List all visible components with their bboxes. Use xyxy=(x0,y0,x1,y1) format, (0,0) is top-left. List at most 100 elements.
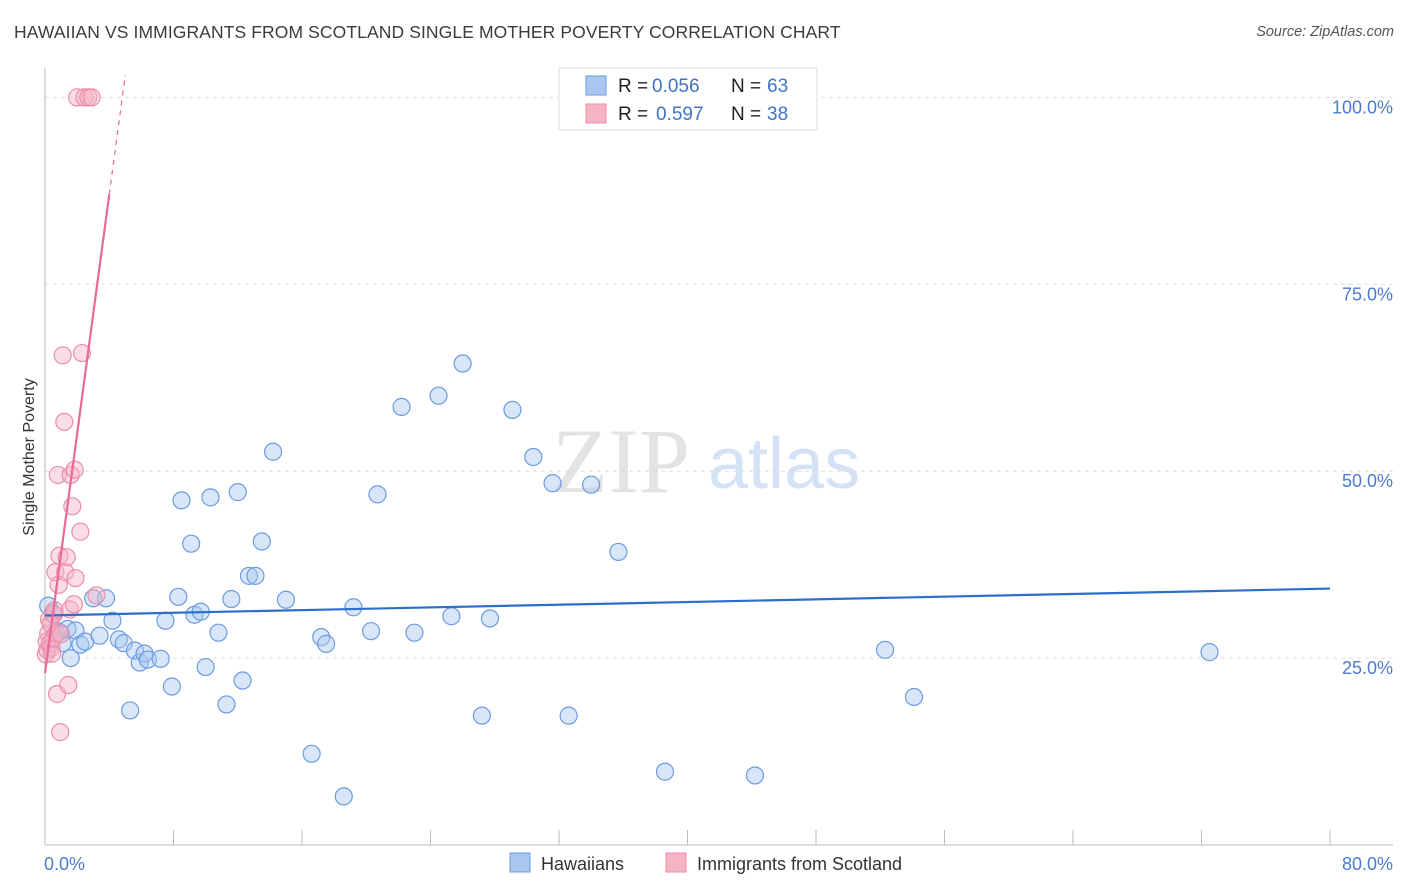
x-tick-label-0: 0.0% xyxy=(44,854,85,874)
scotland-trend-extension xyxy=(108,74,126,195)
source-label: Source: ZipAtlas.com xyxy=(1256,24,1394,40)
hawaiians-point-57 xyxy=(543,474,562,493)
watermark: ZIP atlas xyxy=(552,410,860,512)
hawaiians-point-20 xyxy=(138,650,157,669)
hawaiians-point-30 xyxy=(201,488,220,507)
hawaiians-point-31 xyxy=(209,623,228,642)
y-tick-label-2: 75.0% xyxy=(1342,284,1393,304)
hawaiians-point-22 xyxy=(156,611,175,630)
hawaiians-point-55 xyxy=(503,400,522,419)
scotland-points xyxy=(36,88,106,742)
hawaiians-point-59 xyxy=(582,475,601,494)
hawaiians-point-54 xyxy=(480,609,500,628)
x-tick-labels: 0.0% 80.0% xyxy=(44,854,1393,874)
gridlines xyxy=(45,96,1393,659)
hawaiians-point-29 xyxy=(196,657,215,677)
hawaiians-point-26 xyxy=(182,534,201,553)
hawaiians-point-24 xyxy=(169,587,188,606)
scotland-point-24 xyxy=(59,675,78,695)
hawaiians-point-35 xyxy=(233,671,252,690)
hawaiians-point-16 xyxy=(121,701,140,720)
scotland-point-33 xyxy=(72,343,92,363)
hawaiians-point-21 xyxy=(151,649,170,668)
hawaiians-point-8 xyxy=(71,635,90,654)
hawaiians-point-46 xyxy=(361,622,381,641)
hawaiians-point-11 xyxy=(90,626,109,645)
x-tick-label-1: 80.0% xyxy=(1342,854,1393,874)
watermark-atlas: atlas xyxy=(708,424,860,504)
hawaiians-point-34 xyxy=(228,483,247,502)
legend-r-label-2: R = xyxy=(618,104,648,125)
scotland-point-23 xyxy=(57,548,76,567)
chart-title: HAWAIIAN VS IMMIGRANTS FROM SCOTLAND SIN… xyxy=(14,22,841,42)
legend-r-value-2: 0.597 xyxy=(656,104,704,125)
series-legend: Hawaiians Immigrants from Scotland xyxy=(509,852,902,874)
stats-legend: R = 0.056 N = 63 R = 0.597 N = 38 xyxy=(558,67,818,131)
hawaiians-point-51 xyxy=(442,607,461,626)
hawaiians-point-37 xyxy=(246,566,265,585)
hawaiians-trend-line xyxy=(44,587,1331,617)
scotland-trend-line xyxy=(43,194,111,674)
hawaiians-point-32 xyxy=(217,695,236,714)
hawaiians-point-38 xyxy=(252,532,271,551)
hawaiians-point-65 xyxy=(1200,643,1219,662)
hawaiians-point-63 xyxy=(875,640,895,659)
hawaiians-point-56 xyxy=(524,447,543,467)
scotland-point-36 xyxy=(82,88,101,107)
hawaiians-point-36 xyxy=(239,566,259,585)
hawaiians-point-50 xyxy=(429,386,448,405)
y-tick-label-1: 50.0% xyxy=(1342,471,1393,491)
hawaiians-point-48 xyxy=(392,397,411,416)
y-axis-title: Single Mother Poverty xyxy=(21,378,38,535)
y-tick-label-0: 25.0% xyxy=(1342,658,1393,678)
legend-n-label-1: N = xyxy=(731,76,761,97)
hawaiians-point-61 xyxy=(655,762,675,781)
scotland-point-21 xyxy=(55,412,74,431)
hawaiians-point-62 xyxy=(745,766,765,785)
legend-hawaiians-label: Hawaiians xyxy=(541,854,624,874)
hawaiians-point-43 xyxy=(316,634,336,653)
hawaiians-point-45 xyxy=(344,598,363,617)
scotland-point-15 xyxy=(48,465,67,485)
scotland-point-20 xyxy=(53,346,72,365)
hawaiians-point-41 xyxy=(302,744,321,763)
legend-scotland-label: Immigrants from Scotland xyxy=(697,854,902,874)
scotland-point-37 xyxy=(87,586,106,605)
hawaiians-point-39 xyxy=(263,442,283,461)
hawaiians-point-58 xyxy=(559,706,578,725)
hawaiians-point-64 xyxy=(904,687,924,707)
hawaiians-point-52 xyxy=(453,354,472,373)
hawaiians-point-10 xyxy=(84,589,103,608)
legend-r-label-1: R = xyxy=(618,76,648,97)
hawaiians-point-47 xyxy=(368,485,387,504)
scotland-point-22 xyxy=(55,563,75,582)
scotland-point-34 xyxy=(75,88,94,107)
hawaiians-point-40 xyxy=(276,590,296,609)
legend-scotland-swatch xyxy=(665,852,687,873)
legend-n-value-2: 38 xyxy=(767,104,788,125)
scotland-point-28 xyxy=(64,595,84,614)
scotland-swatch xyxy=(585,103,607,124)
hawaiians-point-53 xyxy=(472,706,491,725)
scotland-point-19 xyxy=(51,625,71,644)
axes xyxy=(44,68,1393,846)
legend-n-value-1: 63 xyxy=(767,76,788,97)
watermark-zip: ZIP xyxy=(552,410,690,512)
scotland-point-18 xyxy=(51,723,70,742)
legend-hawaiians-swatch xyxy=(509,852,531,873)
scotland-point-30 xyxy=(66,568,85,588)
hawaiians-point-6 xyxy=(61,648,80,668)
hawaiians-point-60 xyxy=(609,542,628,562)
scotland-point-29 xyxy=(65,460,84,479)
legend-n-label-2: N = xyxy=(731,104,761,125)
hawaiians-point-13 xyxy=(103,611,122,630)
hawaiians-point-49 xyxy=(405,623,424,642)
y-tick-labels: 25.0% 50.0% 75.0% 100.0% xyxy=(1332,97,1393,678)
hawaiians-point-23 xyxy=(162,677,181,696)
scotland-point-32 xyxy=(71,522,90,541)
trend-lines xyxy=(43,74,1331,674)
hawaiians-swatch xyxy=(585,75,607,96)
hawaiians-point-44 xyxy=(334,787,353,806)
hawaiians-point-25 xyxy=(172,491,191,510)
